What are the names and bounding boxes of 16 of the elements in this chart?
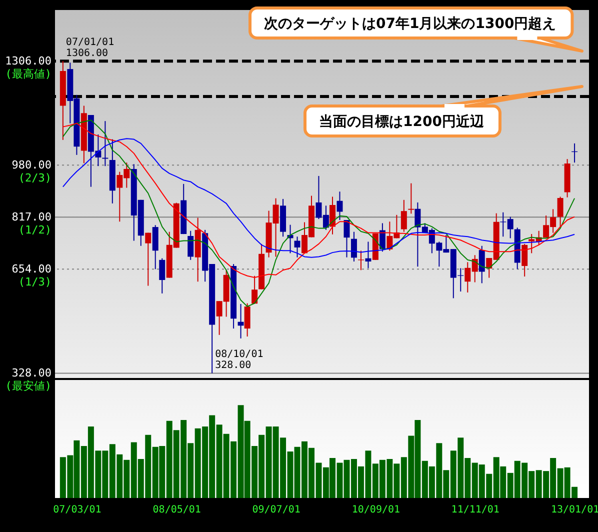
speech-bubble: 当面の目標は1200円近辺 <box>304 85 584 138</box>
ref-line-label: 次のターゲットは07年1月以来の1300円超え <box>264 16 556 32</box>
x-tick-label: 10/09/01 <box>352 504 400 516</box>
y-tick-label: 1306.00 (最高値) <box>5 54 52 81</box>
ref-line-label: 当面の目標は1200円近辺 <box>319 113 485 130</box>
x-tick-label: 07/03/01 <box>53 504 102 516</box>
x-tick-label: 13/01/01 <box>550 504 598 516</box>
x-tick-label: 09/07/01 <box>252 504 300 516</box>
annotation: 07/01/01 1306.00 <box>66 37 114 60</box>
y-tick-label: 654.00 (1/3) <box>12 262 52 289</box>
x-tick-label: 11/11/01 <box>451 504 500 516</box>
y-tick-label: 980.00 (2/3) <box>12 158 52 185</box>
y-tick-label: 328.00 (最安値) <box>5 366 52 393</box>
y-tick-label: 817.00 (1/2) <box>12 210 52 237</box>
annotation: 08/10/01 328.00 <box>215 349 264 372</box>
x-tick-label: 08/05/01 <box>152 504 201 516</box>
